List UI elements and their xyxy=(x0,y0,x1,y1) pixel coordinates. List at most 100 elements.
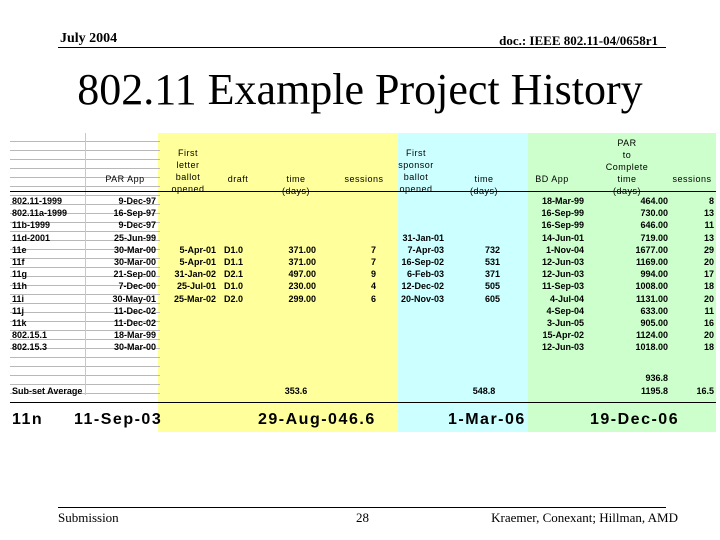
col-header-time-2: time (days) xyxy=(462,173,506,197)
cell-par: 25-Jun-99 xyxy=(113,232,156,243)
cell-bd: 4-Sep-04 xyxy=(546,305,584,316)
header-doc-id: doc.: IEEE 802.11-04/0658r1 xyxy=(499,33,658,48)
cell-par: 16-Sep-97 xyxy=(113,208,156,219)
cell-bd: 16-Sep-99 xyxy=(541,220,584,231)
cell-letter: 25-Jul-01 xyxy=(176,281,216,292)
cell-ptc: 1169.00 xyxy=(635,257,668,267)
cell-par: 7-Dec-00 xyxy=(118,281,156,292)
cell-time2: 531 xyxy=(484,257,500,267)
cell-sess2: 13 xyxy=(703,232,714,243)
cell-time2: 505 xyxy=(484,281,500,292)
cell-sess2: 11 xyxy=(704,305,714,316)
average-time-2: 548.8 xyxy=(472,386,496,396)
header-line: letter xyxy=(176,160,200,170)
cell-par: 9-Dec-97 xyxy=(118,220,156,231)
header-line: PAR xyxy=(617,138,637,148)
cell-ptc: 1677.00 xyxy=(635,244,668,255)
header-line: First xyxy=(178,148,198,158)
header-line: opened xyxy=(171,184,205,194)
cell-time2: 732 xyxy=(484,244,500,255)
cell-sess2: 13 xyxy=(703,208,714,219)
cell-par: 9-Dec-97 xyxy=(118,196,156,206)
projection-bd-app: 19-Dec-06 xyxy=(590,411,680,428)
cell-bd: 18-Mar-99 xyxy=(541,196,584,206)
footer-authors: Kraemer, Conexant; Hillman, AMD xyxy=(491,510,678,525)
projection-letter-ballot: 29-Aug-04 xyxy=(258,411,349,428)
footer-rule xyxy=(58,507,666,508)
projection-par-app: 11-Sep-03 xyxy=(74,411,163,428)
header-line: opened xyxy=(399,184,433,194)
cell-bd: 15-Apr-02 xyxy=(542,330,584,341)
average-separator xyxy=(10,402,716,403)
header-separator xyxy=(10,191,716,192)
col-header-sessions-2: sessions xyxy=(672,174,712,184)
header-line: time xyxy=(474,174,494,184)
cell-par: 30-Mar-00 xyxy=(113,257,156,267)
cell-name: 11f xyxy=(12,257,25,267)
cell-par: 30-Mar-00 xyxy=(113,244,156,255)
col-header-bd-app: BD App xyxy=(535,174,569,184)
cell-name: 11e xyxy=(12,244,27,255)
cell-draft: D2.1 xyxy=(224,269,244,280)
cell-ptc: 1008.00 xyxy=(635,281,668,292)
header-line: time xyxy=(286,174,306,184)
cell-sess1: 6 xyxy=(370,293,376,304)
cell-time1: 497.00 xyxy=(288,269,316,280)
cell-sess1: 7 xyxy=(370,257,376,267)
header-line: Complete xyxy=(605,162,649,172)
cell-sponsor: 31-Jan-01 xyxy=(402,232,444,243)
cell-bd: 12-Jun-03 xyxy=(541,342,584,353)
cell-ptc: 730.00 xyxy=(640,208,668,219)
completion-band xyxy=(528,133,716,432)
cell-name: 11b-1999 xyxy=(12,220,51,231)
cell-sess1: 4 xyxy=(370,281,376,292)
cell-ptc: 464.00 xyxy=(640,196,668,206)
cell-time1: 230.00 xyxy=(288,281,316,292)
cell-sess2: 18 xyxy=(703,342,714,353)
header-line: time xyxy=(617,174,637,184)
col-header-first-sponsor: First sponsor ballot opened xyxy=(392,147,440,195)
cell-par: 21-Sep-00 xyxy=(113,269,156,280)
sponsor-ballot-band xyxy=(398,133,528,432)
projection-sessions: 6.6 xyxy=(349,411,376,428)
cell-name: 11j xyxy=(12,305,25,316)
cell-letter: 31-Jan-02 xyxy=(174,269,216,280)
cell-name: 802.11a-1999 xyxy=(12,208,68,219)
cell-draft: D2.0 xyxy=(224,293,244,304)
cell-sess2: 16 xyxy=(703,318,714,328)
cell-sess2: 20 xyxy=(703,330,714,341)
cell-par: 11-Dec-02 xyxy=(113,318,156,328)
cell-bd: 4-Jul-04 xyxy=(549,293,584,304)
cell-bd: 3-Jun-05 xyxy=(546,318,584,328)
cell-draft: D1.1 xyxy=(224,257,244,267)
cell-sess2: 29 xyxy=(703,244,714,255)
cell-letter: 5-Apr-01 xyxy=(179,244,216,255)
slide-title: 802.11 Example Project History xyxy=(77,65,643,114)
cell-sess2: 11 xyxy=(704,220,714,231)
header-line: First xyxy=(406,148,426,158)
average-label: Sub-set Average xyxy=(12,386,83,396)
cell-bd: 1-Nov-04 xyxy=(545,244,584,255)
header-line: ballot xyxy=(175,172,201,182)
cell-name: 11i xyxy=(12,293,25,304)
cell-sess2: 18 xyxy=(703,281,714,292)
cell-draft: D1.0 xyxy=(224,281,244,292)
cell-sess1: 9 xyxy=(370,269,376,280)
cell-time1: 299.00 xyxy=(288,293,316,304)
col-header-time-1: time (days) xyxy=(276,173,316,197)
cell-ptc: 994.00 xyxy=(640,269,668,280)
cell-time2: 605 xyxy=(484,293,500,304)
average-sessions-2: 16.5 xyxy=(696,386,714,396)
average-time-1: 353.6 xyxy=(284,386,308,396)
average-ptc-a: 936.8 xyxy=(645,373,668,383)
cell-time2: 371 xyxy=(484,269,500,280)
cell-par: 30-Mar-00 xyxy=(113,342,156,353)
cell-sponsor: 7-Apr-03 xyxy=(407,244,444,255)
header-line: to xyxy=(622,150,632,160)
cell-time1: 371.00 xyxy=(288,244,316,255)
col-header-par-app: PAR App xyxy=(105,174,145,184)
header-line: sponsor xyxy=(398,160,434,170)
col-header-sessions-1: sessions xyxy=(344,174,384,184)
cell-name: 11h xyxy=(12,281,28,292)
cell-ptc: 1131.00 xyxy=(635,293,668,304)
